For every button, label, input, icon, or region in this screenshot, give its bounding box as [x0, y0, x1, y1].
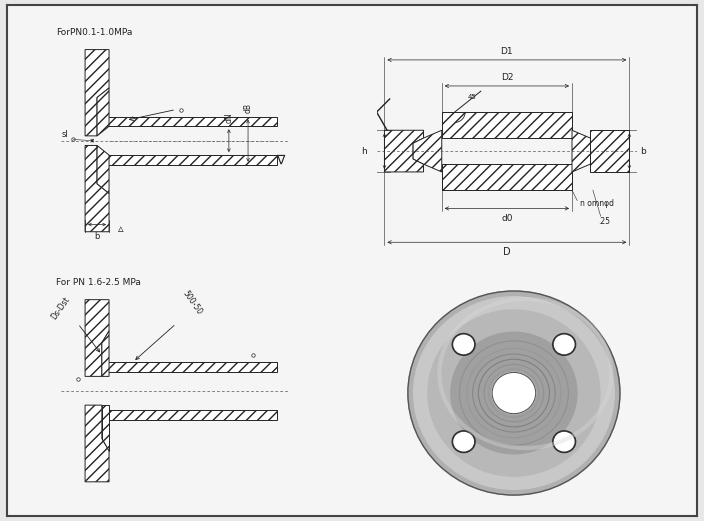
- Ellipse shape: [555, 335, 574, 354]
- Text: 500-50: 500-50: [181, 289, 204, 316]
- Text: b: b: [640, 146, 646, 156]
- Polygon shape: [85, 49, 109, 136]
- Polygon shape: [97, 155, 277, 165]
- Polygon shape: [102, 410, 277, 419]
- Ellipse shape: [414, 297, 614, 489]
- Polygon shape: [102, 362, 277, 371]
- Polygon shape: [85, 405, 109, 482]
- Text: dN: dN: [225, 112, 233, 123]
- Polygon shape: [413, 130, 441, 172]
- Text: b: b: [94, 232, 100, 241]
- Text: Ds-Dst: Ds-Dst: [49, 295, 71, 321]
- Text: D1: D1: [501, 47, 513, 56]
- Text: dB: dB: [244, 103, 253, 113]
- Ellipse shape: [452, 431, 475, 453]
- Text: 45: 45: [467, 94, 477, 100]
- Text: For PN 1.6-2.5 MPa: For PN 1.6-2.5 MPa: [56, 278, 142, 287]
- Polygon shape: [85, 145, 109, 232]
- Ellipse shape: [408, 291, 620, 495]
- Text: .25: .25: [598, 217, 610, 226]
- Polygon shape: [102, 405, 109, 451]
- Ellipse shape: [555, 432, 574, 451]
- Text: n omnφd: n omnφd: [580, 199, 614, 208]
- Text: D2: D2: [501, 73, 513, 82]
- Polygon shape: [85, 300, 109, 376]
- Polygon shape: [384, 130, 424, 172]
- Polygon shape: [97, 88, 109, 136]
- Polygon shape: [441, 164, 572, 190]
- Text: $\nabla$: $\nabla$: [277, 153, 287, 167]
- Polygon shape: [441, 112, 572, 138]
- Text: $\vartriangle$: $\vartriangle$: [118, 225, 125, 234]
- Polygon shape: [590, 130, 629, 172]
- Text: sl: sl: [61, 130, 68, 139]
- Polygon shape: [572, 130, 601, 172]
- Text: d0: d0: [501, 214, 513, 222]
- Text: ForPN0.1-1.0MPa: ForPN0.1-1.0MPa: [56, 28, 132, 37]
- Text: D: D: [503, 247, 510, 257]
- Ellipse shape: [553, 431, 576, 453]
- Ellipse shape: [452, 333, 475, 355]
- Ellipse shape: [451, 332, 577, 454]
- Polygon shape: [97, 145, 109, 193]
- Ellipse shape: [428, 310, 600, 476]
- Ellipse shape: [454, 335, 473, 354]
- Polygon shape: [102, 331, 109, 376]
- Text: h: h: [360, 146, 367, 156]
- Polygon shape: [97, 117, 277, 126]
- Ellipse shape: [553, 333, 576, 355]
- Ellipse shape: [454, 432, 473, 451]
- Ellipse shape: [492, 373, 536, 414]
